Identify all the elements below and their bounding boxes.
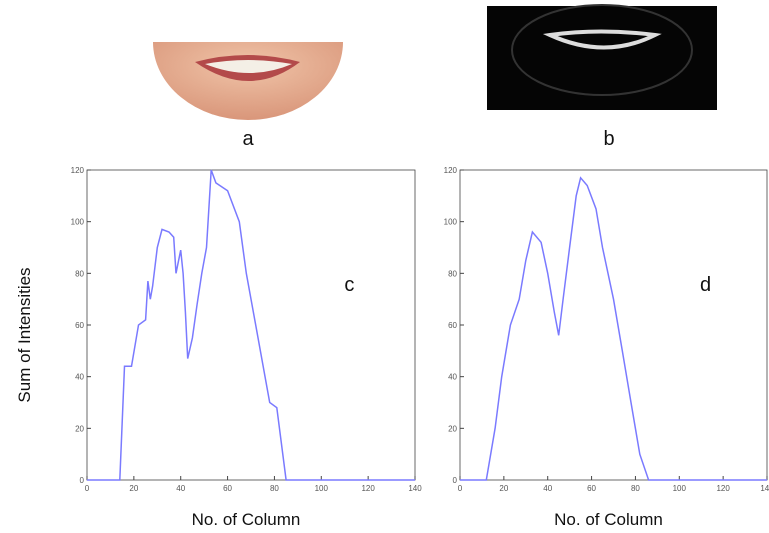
data-line: [87, 169, 415, 481]
y-tick-label: 40: [75, 373, 84, 382]
x-tick-label: 140: [760, 484, 769, 493]
panel-label: a: [242, 128, 254, 150]
y-tick-label: 120: [71, 166, 85, 175]
y-tick-label: 100: [444, 218, 458, 227]
x-tick-label: 40: [176, 484, 185, 493]
annotation: c: [344, 274, 354, 296]
y-tick-label: 40: [448, 373, 457, 382]
teeth: [205, 60, 292, 73]
x-tick-label: 120: [361, 484, 375, 493]
x-tick-label: 100: [673, 484, 687, 493]
annotation: d: [700, 274, 711, 296]
plots: 0 20 40 60 80 100 120 0 20 40 60 80 100 120 140 c No. of…: [15, 166, 769, 529]
y-tick-label: 80: [75, 269, 84, 278]
x-axis-label: No. of Column: [192, 510, 301, 529]
x-tick-label: 40: [543, 484, 552, 493]
x-tick-label: 20: [499, 484, 508, 493]
y-tick-label: 120: [444, 166, 458, 175]
y-tick-label: 100: [71, 218, 85, 227]
x-axis-label: No. of Column: [554, 510, 663, 529]
y-tick-label: 60: [75, 321, 84, 330]
plot-frame: [86, 169, 416, 481]
y-axis-label: Sum of Intensities: [15, 267, 34, 402]
y-tick-label: 20: [75, 424, 84, 433]
x-tick-label: 60: [223, 484, 232, 493]
x-tick-label: 60: [587, 484, 596, 493]
y-tick-label: 0: [453, 476, 458, 485]
x-tick-label: 100: [315, 484, 329, 493]
x-tick-label: 80: [631, 484, 640, 493]
x-tick-label: 120: [716, 484, 730, 493]
edge-contour: [511, 4, 693, 96]
x-tick-label: 20: [129, 484, 138, 493]
plot-frame: [459, 169, 768, 481]
y-tick-label: 0: [80, 476, 85, 485]
data-line: [460, 176, 767, 481]
edge-teeth: [542, 29, 662, 50]
edge-image: [487, 6, 717, 110]
y-tick-label: 80: [448, 269, 457, 278]
x-tick-label: 0: [458, 484, 463, 493]
x-tick-label: 0: [85, 484, 90, 493]
panel-label: b: [603, 128, 614, 150]
y-tick-label: 60: [448, 321, 457, 330]
y-tick-label: 20: [448, 424, 457, 433]
mouth-photo: [153, 42, 343, 120]
x-tick-label: 140: [408, 484, 422, 493]
x-tick-label: 80: [270, 484, 279, 493]
